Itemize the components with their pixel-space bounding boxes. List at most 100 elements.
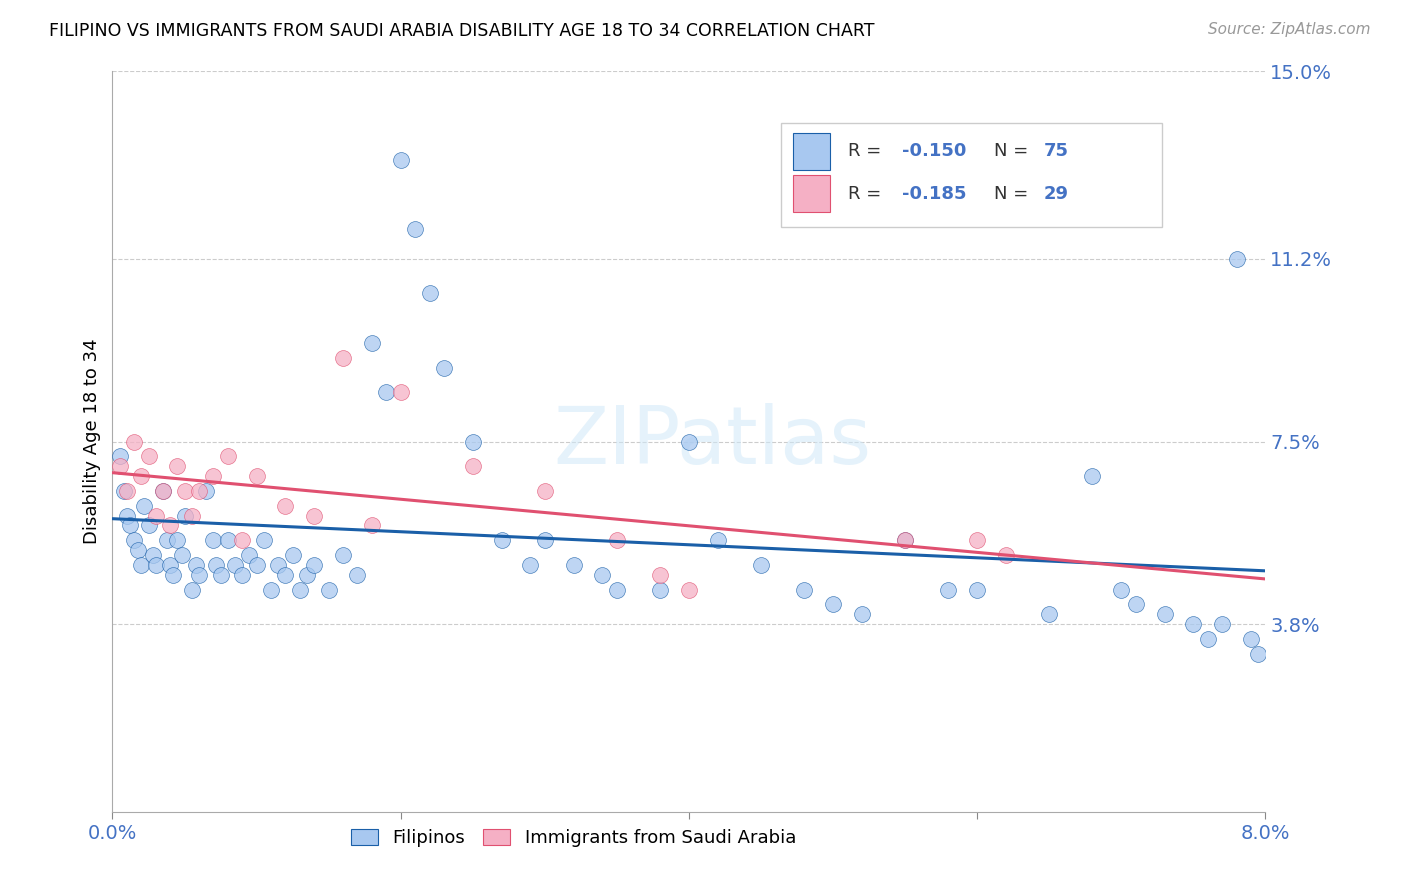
Point [288,582,311,597]
Text: R =: R = [848,143,887,161]
Point [389,385,412,400]
Point [180,508,202,523]
Point [534,533,557,548]
Point [145,508,167,523]
Text: R =: R = [848,185,887,202]
Point [966,582,988,597]
Point [122,533,145,548]
Point [274,567,297,582]
Point [678,434,700,449]
Text: FILIPINO VS IMMIGRANTS FROM SAUDI ARABIA DISABILITY AGE 18 TO 34 CORRELATION CHA: FILIPINO VS IMMIGRANTS FROM SAUDI ARABIA… [49,22,875,40]
Point [209,567,232,582]
Point [267,558,290,572]
Point [346,567,368,582]
Point [170,548,193,562]
Text: N =: N = [994,143,1035,161]
Point [1247,647,1270,661]
Point [894,533,917,548]
Text: ZIPatlas: ZIPatlas [553,402,872,481]
Point [260,582,283,597]
Point [246,469,269,483]
Point [519,558,541,572]
Point [108,450,131,464]
Point [142,548,165,562]
Point [749,558,772,572]
Point [821,598,844,612]
Point [295,567,318,582]
Point [115,508,138,523]
Point [534,483,557,498]
Point [129,558,153,572]
Point [650,582,672,597]
Point [152,483,174,498]
Point [433,360,456,375]
Point [281,548,304,562]
Point [375,385,398,400]
FancyBboxPatch shape [793,133,830,169]
Point [217,450,239,464]
Point [1081,469,1104,483]
Point [159,558,181,572]
Point [238,548,260,562]
Point [793,582,815,597]
Point [361,518,384,533]
Point [678,582,700,597]
Point [188,483,211,498]
Point [606,582,628,597]
Point [1240,632,1263,646]
Text: 29: 29 [1045,185,1069,202]
Y-axis label: Disability Age 18 to 34: Disability Age 18 to 34 [83,339,101,544]
Point [138,450,160,464]
Point [195,483,218,498]
Point [304,508,326,523]
Text: -0.150: -0.150 [903,143,966,161]
Point [650,567,672,582]
Point [134,499,156,513]
Text: 75: 75 [1045,143,1069,161]
Point [231,567,253,582]
Point [1182,617,1205,632]
Point [404,222,426,236]
Point [461,434,484,449]
Point [1111,582,1133,597]
Point [152,483,174,498]
Point [938,582,960,597]
Point [707,533,730,548]
Point [162,567,184,582]
Point [1226,252,1249,266]
Point [1211,617,1233,632]
Point [112,483,135,498]
Point [389,153,412,168]
FancyBboxPatch shape [793,175,830,212]
Point [995,548,1018,562]
Point [1153,607,1175,622]
Point [166,533,188,548]
Point [159,518,181,533]
Point [166,459,188,474]
Point [188,567,211,582]
Point [205,558,228,572]
Point [202,469,225,483]
Point [851,607,873,622]
Point [894,533,917,548]
Point [145,558,167,572]
Point [361,335,384,350]
Point [115,483,138,498]
Point [592,567,614,582]
Point [173,508,195,523]
Point [122,434,145,449]
Point [966,533,988,548]
Point [332,548,354,562]
Point [246,558,269,572]
Point [318,582,340,597]
Point [1038,607,1060,622]
Legend: Filipinos, Immigrants from Saudi Arabia: Filipinos, Immigrants from Saudi Arabia [344,822,803,855]
Text: Source: ZipAtlas.com: Source: ZipAtlas.com [1208,22,1371,37]
Point [1197,632,1219,646]
Point [419,286,441,301]
Point [156,533,179,548]
Point [138,518,160,533]
Point [1125,598,1147,612]
Point [202,533,225,548]
Point [118,518,141,533]
